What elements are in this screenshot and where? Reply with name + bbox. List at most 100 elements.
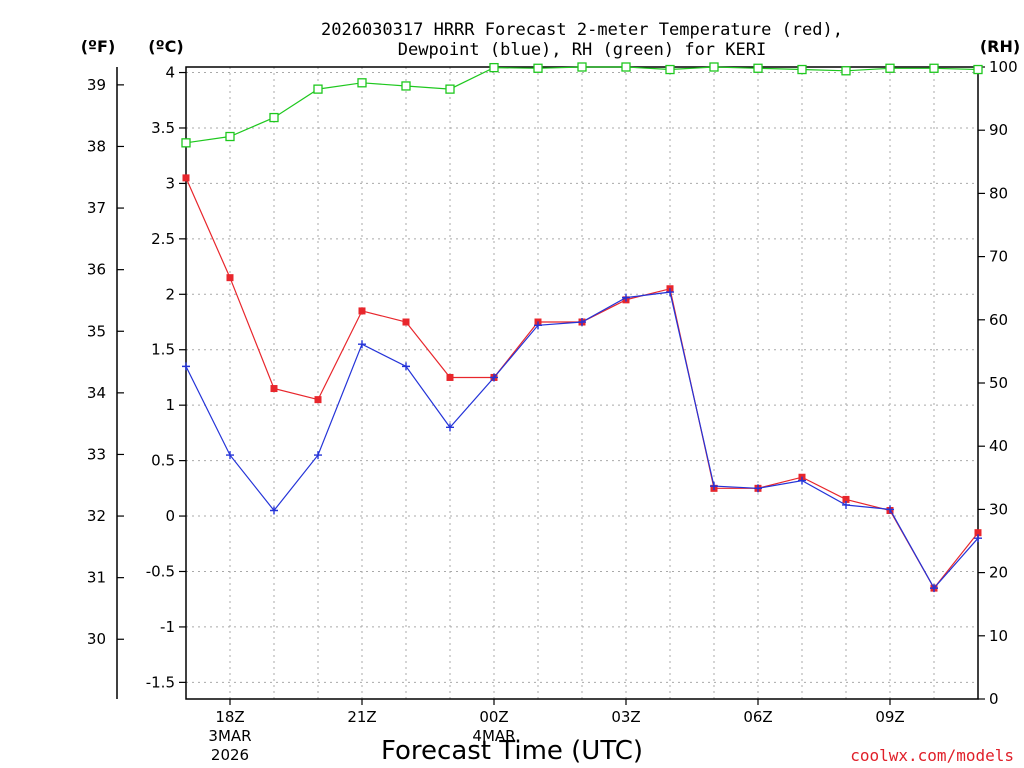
rh-unit-label: (RH) bbox=[980, 37, 1020, 56]
rh-tick-label: 0 bbox=[989, 690, 999, 708]
celsius-unit-label: (ºC) bbox=[148, 37, 183, 56]
dewpoint-series bbox=[182, 288, 982, 593]
dewpoint-point bbox=[446, 423, 454, 432]
celsius-tick-label: 2.5 bbox=[151, 230, 175, 248]
rh-series bbox=[181, 62, 983, 148]
dewpoint-point bbox=[270, 506, 278, 515]
temperature-point bbox=[974, 529, 982, 537]
rh-point bbox=[709, 62, 719, 72]
celsius-tick-label: 3 bbox=[165, 174, 175, 192]
dewpoint-point bbox=[490, 373, 498, 382]
dewpoint-point bbox=[842, 500, 850, 509]
tick-labels: 4 3.5 3 2.5 2 1.5 1 0.5 0 -0.5 -1 -1.5 39 38 37 36 35 34 3… bbox=[87, 58, 1018, 764]
rh-point bbox=[797, 64, 807, 75]
chart-title-line2: Dewpoint (blue), RH (green) for KERI bbox=[398, 40, 766, 60]
x-tick-label: 09Z bbox=[875, 708, 904, 726]
temperature-line bbox=[185, 177, 979, 590]
x-tick-label: 18Z bbox=[215, 708, 244, 726]
dewpoint-point bbox=[578, 318, 586, 327]
dewpoint-point bbox=[182, 362, 190, 371]
fahrenheit-tick-label: 33 bbox=[87, 445, 106, 463]
fahrenheit-tick-label: 36 bbox=[87, 261, 106, 279]
x-tick-year-label: 2026 bbox=[211, 746, 249, 764]
x-tick-label: 06Z bbox=[743, 708, 772, 726]
celsius-tick-label: 3.5 bbox=[151, 119, 175, 137]
dewpoint-point bbox=[622, 293, 630, 302]
chart-title-line1: 2026030317 HRRR Forecast 2-meter Tempera… bbox=[321, 20, 843, 40]
dewpoint-point bbox=[930, 584, 938, 593]
dewpoint-point bbox=[798, 476, 806, 485]
dewpoint-point bbox=[314, 451, 322, 460]
fahrenheit-tick-label: 38 bbox=[87, 137, 106, 155]
rh-point bbox=[269, 112, 279, 123]
temperature-point bbox=[402, 318, 410, 326]
rh-point bbox=[313, 84, 323, 94]
celsius-tick-label: 1 bbox=[165, 396, 175, 414]
dewpoint-point bbox=[402, 362, 410, 371]
rh-point bbox=[489, 62, 499, 73]
fahrenheit-unit-label: (ºF) bbox=[81, 37, 116, 56]
rh-tick-label: 40 bbox=[989, 437, 1008, 455]
dewpoint-point bbox=[358, 340, 366, 349]
fahrenheit-tick-label: 35 bbox=[87, 322, 106, 340]
celsius-tick-label: -1 bbox=[160, 618, 175, 636]
rh-point bbox=[929, 63, 939, 73]
dewpoint-point bbox=[886, 505, 894, 514]
rh-point bbox=[181, 138, 191, 148]
dewpoint-point bbox=[534, 321, 542, 330]
rh-tick-label: 70 bbox=[989, 248, 1008, 266]
fahrenheit-tick-label: 30 bbox=[87, 630, 106, 648]
rh-point bbox=[533, 63, 543, 73]
celsius-tick-label: 2 bbox=[165, 285, 175, 303]
fahrenheit-tick-label: 37 bbox=[87, 199, 106, 217]
x-tick-date-label: 3MAR bbox=[208, 727, 251, 745]
dewpoint-point bbox=[666, 288, 674, 297]
grid-lines bbox=[185, 67, 979, 699]
rh-point bbox=[885, 63, 895, 73]
rh-tick-label: 20 bbox=[989, 564, 1008, 582]
temperature-point bbox=[182, 174, 190, 182]
axes bbox=[116, 66, 985, 705]
fahrenheit-tick-label: 31 bbox=[87, 569, 106, 587]
celsius-tick-label: 4 bbox=[165, 64, 175, 82]
dewpoint-point bbox=[226, 451, 234, 460]
temperature-point bbox=[358, 307, 366, 315]
x-tick-label: 21Z bbox=[347, 708, 376, 726]
temperature-point bbox=[226, 274, 234, 282]
rh-point bbox=[225, 131, 235, 142]
rh-point bbox=[445, 84, 455, 94]
rh-tick-label: 30 bbox=[989, 500, 1008, 518]
celsius-tick-label: -1.5 bbox=[146, 673, 175, 691]
credit-watermark[interactable]: coolwx.com/models bbox=[850, 746, 1014, 765]
rh-tick-label: 50 bbox=[989, 374, 1008, 392]
fahrenheit-tick-label: 32 bbox=[87, 507, 106, 525]
temperature-point bbox=[314, 396, 322, 404]
temperature-point bbox=[446, 373, 454, 381]
rh-point bbox=[577, 62, 587, 72]
fahrenheit-tick-label: 39 bbox=[87, 76, 106, 94]
rh-point bbox=[753, 63, 763, 73]
rh-point bbox=[665, 64, 675, 75]
celsius-tick-label: 1.5 bbox=[151, 341, 175, 359]
celsius-tick-label: 0.5 bbox=[151, 452, 175, 470]
celsius-tick-label: -0.5 bbox=[146, 562, 175, 580]
rh-point bbox=[841, 66, 851, 76]
rh-point bbox=[401, 81, 411, 91]
temperature-point bbox=[270, 385, 278, 393]
temperature-point bbox=[842, 495, 850, 503]
rh-tick-label: 80 bbox=[989, 184, 1008, 202]
celsius-tick-label: 0 bbox=[165, 507, 175, 525]
dewpoint-point bbox=[754, 484, 762, 493]
rh-tick-label: 10 bbox=[989, 627, 1008, 645]
x-tick-label: 03Z bbox=[611, 708, 640, 726]
rh-tick-label: 90 bbox=[989, 121, 1008, 139]
data-series bbox=[181, 62, 983, 593]
rh-point bbox=[357, 78, 367, 88]
dewpoint-point bbox=[974, 534, 982, 543]
rh-tick-label: 60 bbox=[989, 311, 1008, 329]
plot-frame bbox=[185, 66, 979, 700]
fahrenheit-tick-label: 34 bbox=[87, 384, 106, 402]
x-tick-date-label: 4MAR bbox=[472, 727, 515, 745]
x-axis-label: Forecast Time (UTC) bbox=[381, 736, 643, 766]
